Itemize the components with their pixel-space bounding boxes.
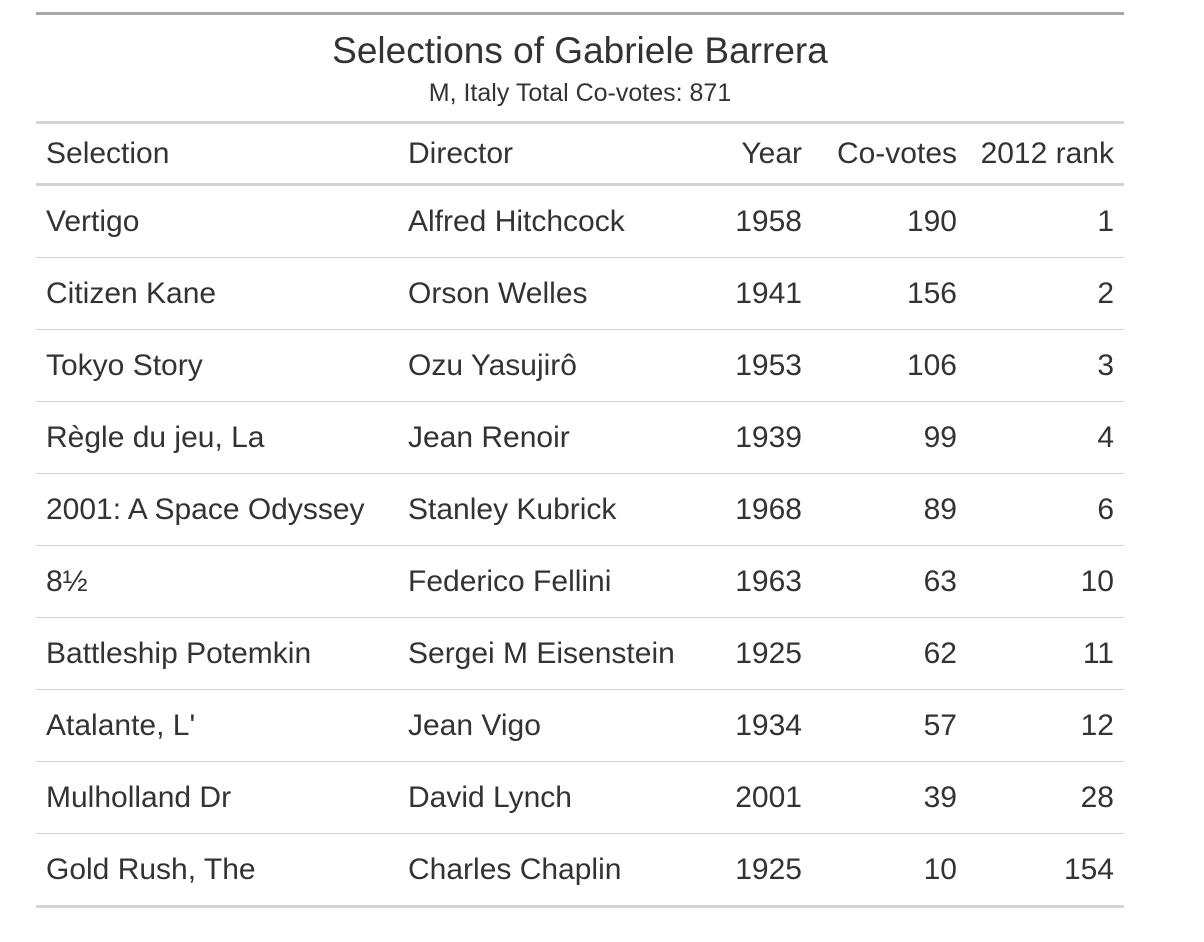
table-row: Gold Rush, The Charles Chaplin 1925 10 154	[36, 833, 1124, 908]
cell-selection: Citizen Kane	[36, 257, 398, 330]
header-director: Director	[398, 124, 704, 186]
cell-2012-rank: 154	[957, 833, 1124, 908]
cell-year: 1934	[704, 689, 802, 762]
cell-covotes: 89	[802, 473, 957, 546]
cell-year: 1939	[704, 401, 802, 474]
cell-year: 1968	[704, 473, 802, 546]
cell-covotes: 63	[802, 545, 957, 618]
table-title: Selections of Gabriele Barrera	[332, 30, 828, 71]
cell-selection: 2001: A Space Odyssey	[36, 473, 398, 546]
cell-year: 1941	[704, 257, 802, 330]
cell-director: Jean Vigo	[398, 689, 704, 762]
header-2012-rank: 2012 rank	[957, 124, 1124, 186]
cell-director: Ozu Yasujirô	[398, 329, 704, 402]
cell-covotes: 57	[802, 689, 957, 762]
cell-selection: Battleship Potemkin	[36, 617, 398, 690]
table-row: 2001: A Space Odyssey Stanley Kubrick 1968…	[36, 473, 1124, 546]
table-row: Règle du jeu, La Jean Renoir 1939 99 4	[36, 401, 1124, 474]
selections-table: Selection Director Year Co-votes 2012 ra…	[36, 124, 1124, 908]
cell-selection: Mulholland Dr	[36, 761, 398, 834]
cell-covotes: 106	[802, 329, 957, 402]
cell-year: 1925	[704, 833, 802, 908]
cell-covotes: 62	[802, 617, 957, 690]
selections-table-container: Selections of Gabriele Barrera M, Italy …	[36, 12, 1124, 908]
cell-2012-rank: 4	[957, 401, 1124, 474]
cell-selection: Gold Rush, The	[36, 833, 398, 908]
table-row: 8½ Federico Fellini 1963 63 10	[36, 545, 1124, 618]
cell-director: Orson Welles	[398, 257, 704, 330]
cell-2012-rank: 10	[957, 545, 1124, 618]
table-top-rule	[36, 12, 1124, 15]
header-selection: Selection	[36, 124, 398, 186]
table-row: Tokyo Story Ozu Yasujirô 1953 106 3	[36, 329, 1124, 402]
cell-selection: 8½	[36, 545, 398, 618]
cell-selection: Vertigo	[36, 184, 398, 258]
cell-year: 1953	[704, 329, 802, 402]
header-covotes: Co-votes	[802, 124, 957, 186]
header-row: Selection Director Year Co-votes 2012 ra…	[36, 124, 1124, 186]
table-row: Battleship Potemkin Sergei M Eisenstein 19…	[36, 617, 1124, 690]
cell-covotes: 156	[802, 257, 957, 330]
cell-2012-rank: 12	[957, 689, 1124, 762]
table-row: Mulholland Dr David Lynch 2001 39 28	[36, 761, 1124, 834]
cell-director: Federico Fellini	[398, 545, 704, 618]
table-row: Citizen Kane Orson Welles 1941 156 2	[36, 257, 1124, 330]
table-subtitle: M, Italy Total Co-votes: 871	[428, 79, 732, 107]
cell-director: David Lynch	[398, 761, 704, 834]
cell-year: 1925	[704, 617, 802, 690]
table-body: Vertigo Alfred Hitchcock 1958 190 1 Citizen K…	[36, 184, 1124, 908]
cell-2012-rank: 2	[957, 257, 1124, 330]
table-row: Vertigo Alfred Hitchcock 1958 190 1	[36, 184, 1124, 258]
cell-covotes: 99	[802, 401, 957, 474]
cell-director: Stanley Kubrick	[398, 473, 704, 546]
cell-2012-rank: 28	[957, 761, 1124, 834]
table-heading: Selections of Gabriele Barrera M, Italy …	[36, 15, 1124, 124]
cell-selection: Règle du jeu, La	[36, 401, 398, 474]
table-row: Atalante, L' Jean Vigo 1934 57 12	[36, 689, 1124, 762]
cell-covotes: 39	[802, 761, 957, 834]
cell-2012-rank: 1	[957, 184, 1124, 258]
cell-year: 1963	[704, 545, 802, 618]
cell-2012-rank: 3	[957, 329, 1124, 402]
cell-covotes: 190	[802, 184, 957, 258]
cell-year: 1958	[704, 184, 802, 258]
cell-director: Alfred Hitchcock	[398, 184, 704, 258]
cell-2012-rank: 6	[957, 473, 1124, 546]
cell-director: Charles Chaplin	[398, 833, 704, 908]
cell-covotes: 10	[802, 833, 957, 908]
cell-2012-rank: 11	[957, 617, 1124, 690]
header-year: Year	[704, 124, 802, 186]
cell-director: Jean Renoir	[398, 401, 704, 474]
cell-selection: Atalante, L'	[36, 689, 398, 762]
cell-selection: Tokyo Story	[36, 329, 398, 402]
cell-director: Sergei M Eisenstein	[398, 617, 704, 690]
cell-year: 2001	[704, 761, 802, 834]
